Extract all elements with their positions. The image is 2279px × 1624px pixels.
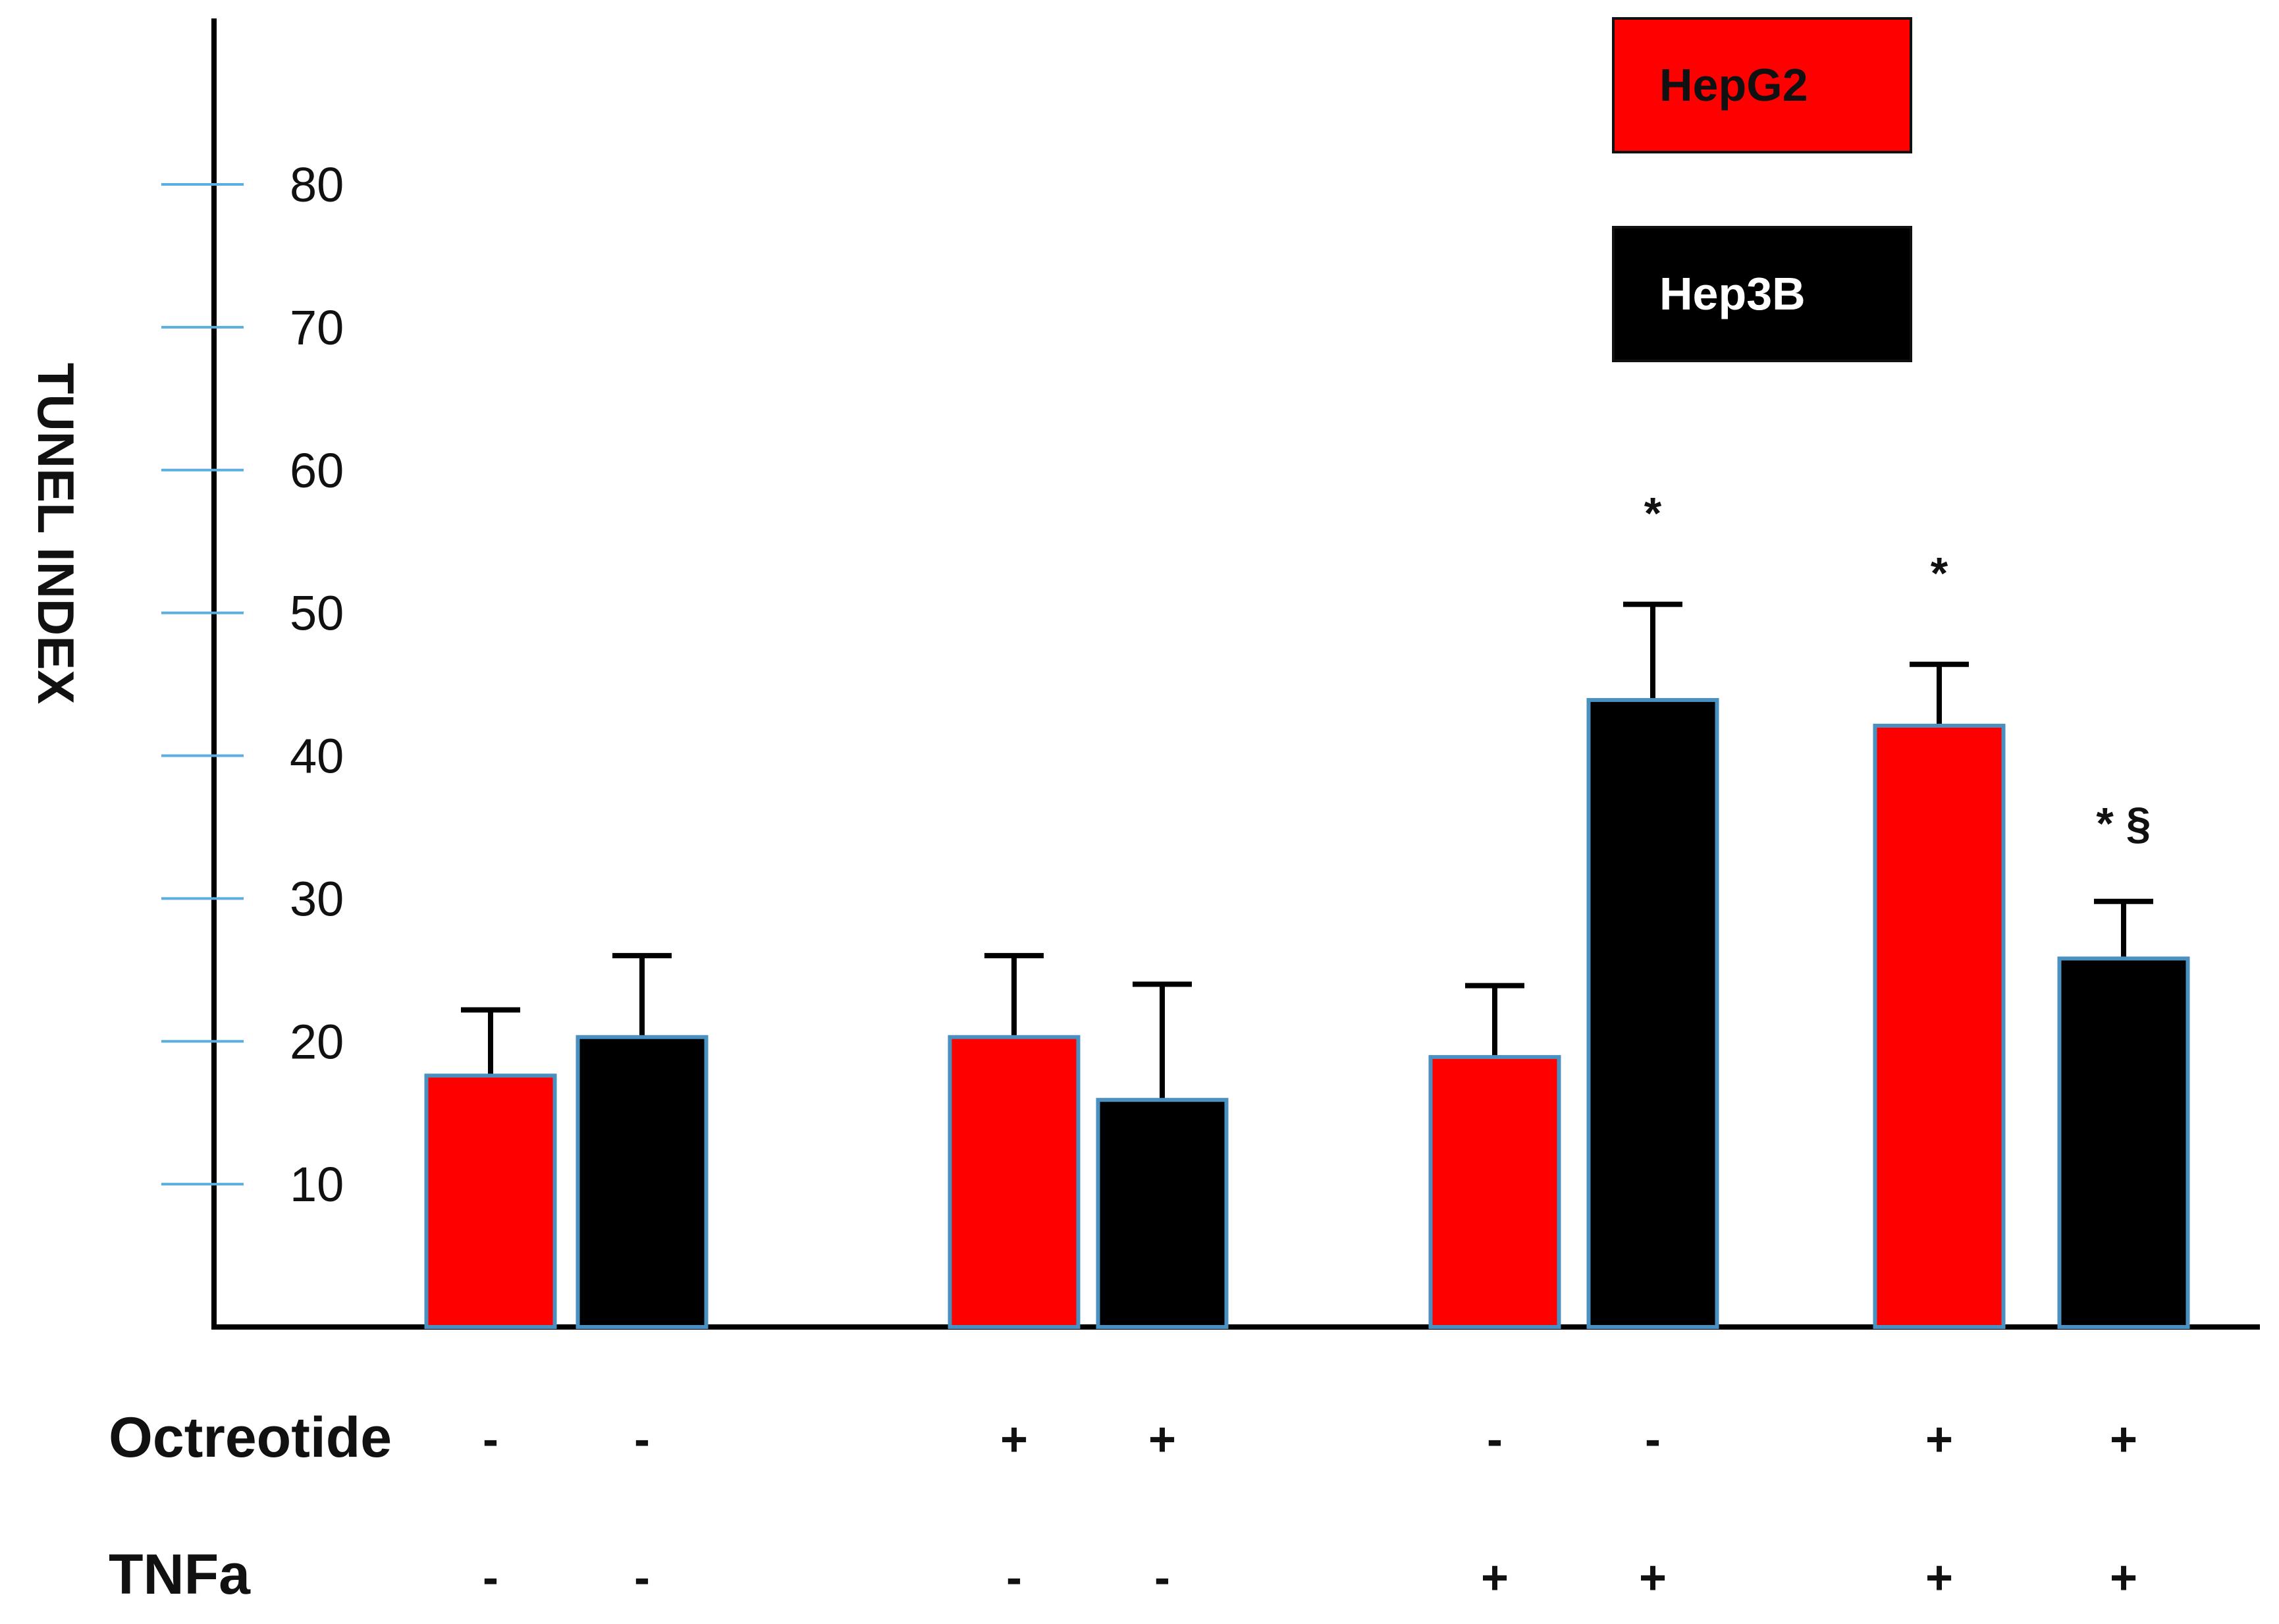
octreotide-mark: - [634,1413,650,1466]
legend-hep3b-swatch [1612,226,1912,362]
legend-hep3b-label: Hep3B [1659,268,1806,319]
legend-hepg2-swatch [1612,17,1912,153]
octreotide-mark: - [1487,1413,1503,1466]
y-tick-label: 40 [290,729,344,784]
y-axis-label: TUNEL INDEX [27,363,85,705]
tnfa-mark: + [1925,1552,1953,1604]
bar-hepg2-group-4 [1873,723,2006,1330]
tnfa-mark: - [1154,1552,1170,1604]
tnfa-mark: + [1639,1552,1667,1604]
octreotide-mark: + [1925,1413,1953,1466]
bar-hepg2-group-1 [424,1073,557,1330]
y-tick-label: 60 [290,443,344,498]
bar-hep3b-group-4 [2057,956,2190,1329]
octreotide-mark: + [1148,1413,1176,1466]
y-tick-label: 10 [290,1157,344,1212]
y-tick-label: 30 [290,871,344,926]
bar-hepg2-group-2 [948,1035,1081,1330]
y-tick-label: 50 [290,586,344,641]
bar-hep3b-group-2 [1096,1098,1229,1329]
tnfa-mark: + [1481,1552,1509,1604]
y-tick-label: 70 [290,300,344,355]
y-tick-label: 20 [290,1014,344,1069]
bar-hep3b-group-1 [576,1035,709,1330]
significance-annotation: * [1931,549,1948,599]
octreotide-mark: + [1000,1413,1028,1466]
legend-hepg2-label: HepG2 [1659,59,1808,111]
y-tick-label: 80 [290,157,344,212]
tnfa-mark: + [2110,1552,2137,1604]
bar-hepg2-group-3 [1428,1055,1561,1329]
octreotide-mark: + [2110,1413,2137,1466]
tnfa-mark: - [634,1552,650,1604]
bar-hep3b-group-3 [1586,697,1719,1329]
significance-annotation: * § [2096,799,2151,849]
tnfa-mark: - [1006,1552,1022,1604]
significance-annotation: * [1644,489,1662,539]
octreotide-mark: - [483,1413,498,1466]
tnfa-row-label: TNFa [109,1543,251,1606]
octreotide-mark: - [1645,1413,1661,1466]
tnfa-mark: - [483,1552,498,1604]
octreotide-row-label: Octreotide [109,1406,392,1469]
